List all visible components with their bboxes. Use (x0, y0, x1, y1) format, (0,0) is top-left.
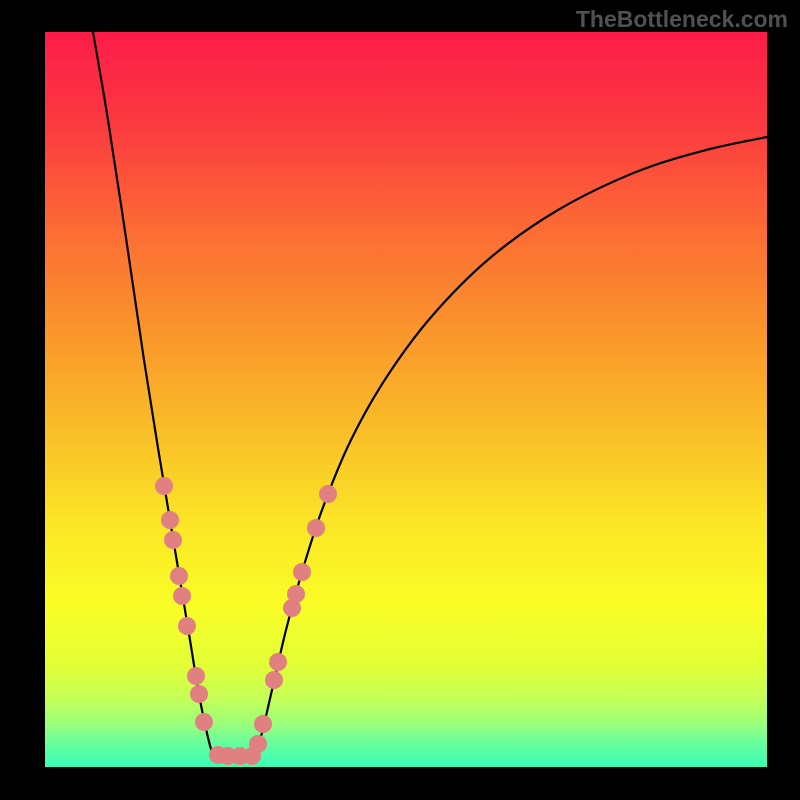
marker-dot (155, 477, 173, 495)
marker-dot (187, 667, 205, 685)
marker-dot (173, 587, 191, 605)
marker-dot (170, 567, 188, 585)
chart-container: TheBottleneck.com (0, 0, 800, 800)
marker-dot (161, 511, 179, 529)
marker-dot (190, 685, 208, 703)
marker-dot (293, 563, 311, 581)
marker-dot (269, 653, 287, 671)
marker-dot (287, 585, 305, 603)
marker-dot (164, 531, 182, 549)
marker-dot (319, 485, 337, 503)
marker-dot (265, 671, 283, 689)
plot-area (45, 32, 767, 767)
marker-dot (195, 713, 213, 731)
marker-dot (178, 617, 196, 635)
marker-dot (249, 735, 267, 753)
marker-dot (254, 715, 272, 733)
watermark: TheBottleneck.com (576, 6, 788, 33)
chart-svg (0, 0, 800, 800)
marker-dot (307, 519, 325, 537)
